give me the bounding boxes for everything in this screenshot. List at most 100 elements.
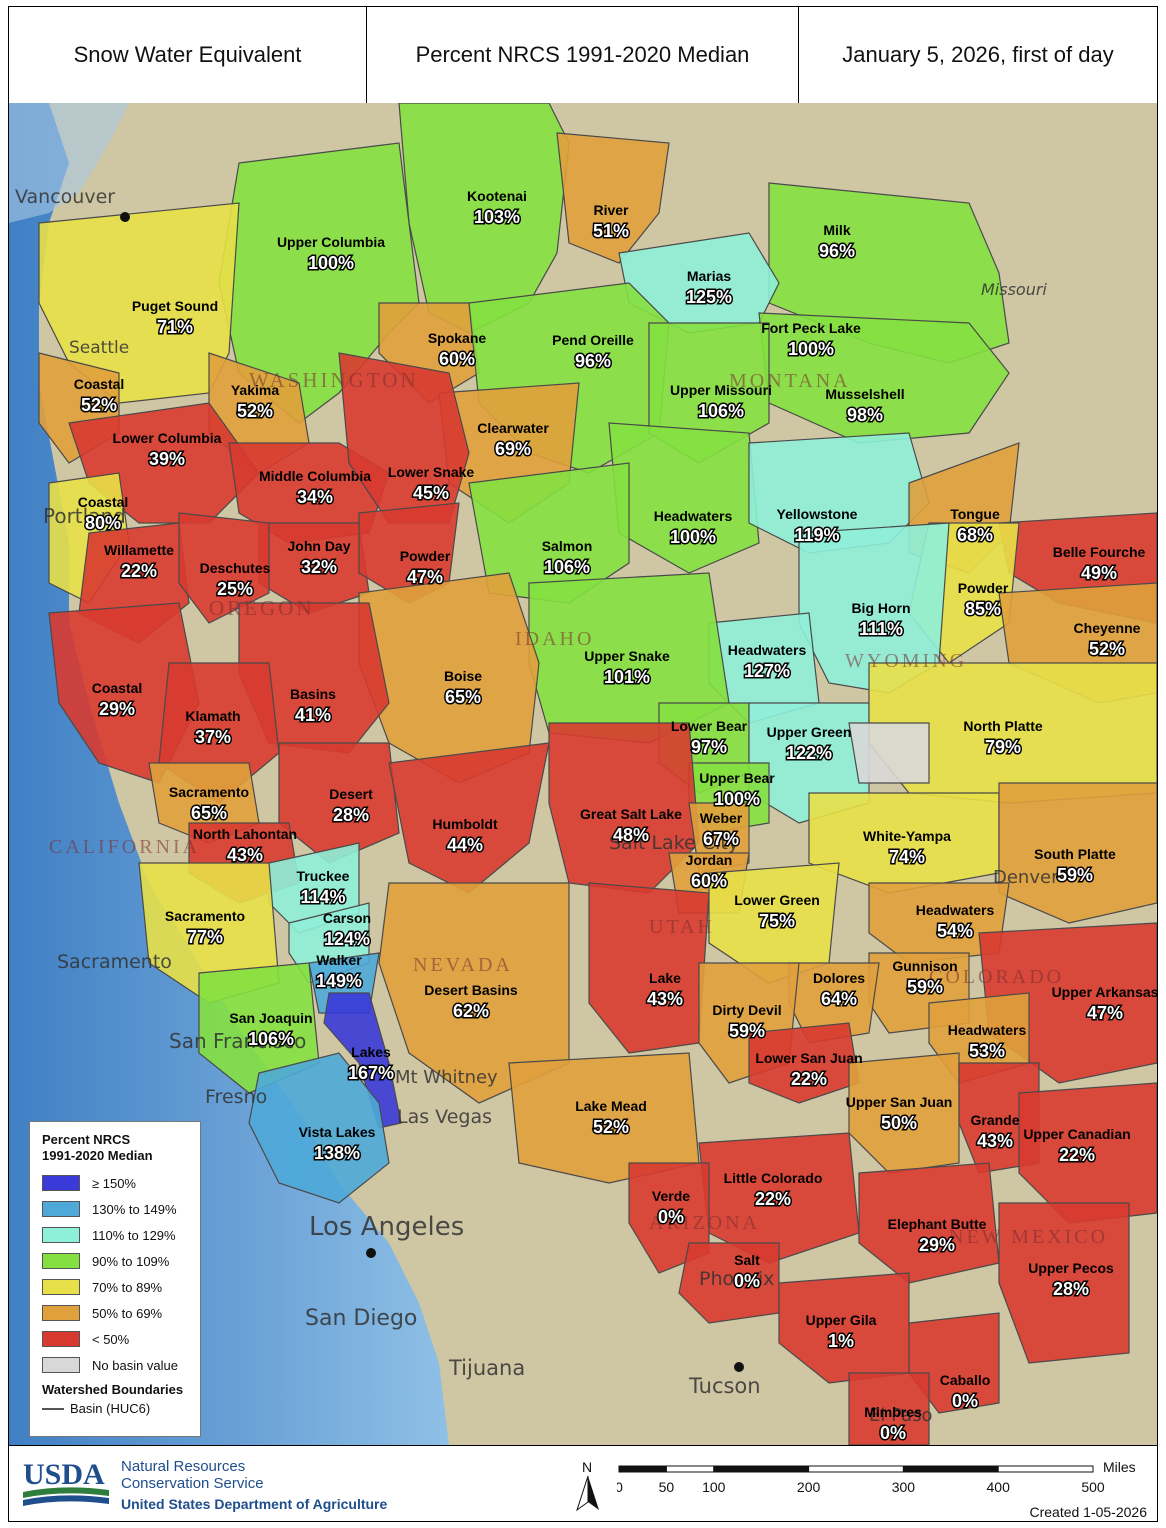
basin-label: Headwaters 127% (728, 642, 807, 683)
basin-name: Yellowstone (777, 506, 858, 522)
basin-percent: 127% (744, 661, 790, 681)
basin-label: Yellowstone 119% (777, 506, 858, 547)
basin-name: Truckee (297, 868, 350, 884)
basin-region[interactable] (323, 992, 402, 1129)
basin-percent: 64% (821, 989, 857, 1009)
basin-percent: 100% (308, 253, 354, 273)
basin-region[interactable] (908, 1312, 1000, 1414)
basin-region[interactable] (748, 1022, 860, 1104)
basin-percent: 167% (348, 1063, 394, 1083)
legend-swatch (42, 1227, 80, 1243)
basin-percent: 0% (880, 1423, 906, 1443)
basin-region[interactable] (858, 1162, 1000, 1284)
basin-percent: 149% (316, 971, 362, 991)
basin-name: Coastal (74, 376, 125, 392)
basin-label: South Platte 59% (1034, 846, 1116, 887)
basin-label: Basins 41% (290, 686, 336, 727)
basin-name: Sacramento (165, 908, 245, 924)
basin-label: Spokane 60% (428, 330, 487, 371)
basin-percent: 114% (300, 887, 345, 907)
basin-label: Willamette 22% (104, 542, 174, 583)
basin-name: Lake (649, 970, 681, 986)
basin-name: Upper Columbia (277, 234, 385, 250)
basin-label: Deschutes 25% (200, 560, 271, 601)
map-frame: Snow Water Equivalent Percent NRCS 1991-… (8, 6, 1158, 1522)
basin-region[interactable] (998, 1202, 1130, 1364)
basin-region[interactable] (278, 742, 400, 864)
scale-tick-label: 200 (797, 1479, 821, 1495)
basin-percent: 59% (907, 977, 943, 997)
state-new-mexico: NEW MEXICO (949, 1226, 1108, 1248)
basin-percent: 125% (686, 287, 732, 307)
basin-region[interactable] (588, 882, 710, 1054)
state-washington: WASHINGTON (249, 368, 419, 392)
place-san-diego: San Diego (305, 1306, 417, 1331)
map-area[interactable]: Vancouver Seattle Portland Sacramento Sa… (9, 103, 1157, 1445)
basin-region[interactable] (998, 782, 1157, 924)
legend-item: 90% to 109% (42, 1248, 188, 1274)
basin-region[interactable] (556, 132, 670, 264)
basin-name: Dirty Devil (712, 1002, 781, 1018)
map-metric: Percent NRCS 1991-2020 Median (367, 7, 799, 103)
basin-label: Lower Green 75% (734, 892, 820, 933)
basin-label: Elephant Butte 29% (888, 1216, 987, 1257)
agency-line1: Natural Resources (121, 1458, 246, 1475)
map-title: Snow Water Equivalent (9, 7, 367, 103)
legend-label: 50% to 69% (92, 1305, 163, 1321)
usda-logo-field-icon (23, 1495, 109, 1506)
basin-name: Carson (323, 910, 371, 926)
legend-boundary-label: Basin (HUC6) (70, 1401, 151, 1416)
basin-percent: 119% (794, 525, 839, 545)
basin-name: North Platte (963, 718, 1043, 734)
basin-name: Coastal (92, 680, 143, 696)
basin-percent: 29% (919, 1235, 955, 1255)
scale-segment (997, 1465, 1094, 1473)
basin-label: Belle Fourche 49% (1053, 544, 1146, 585)
basin-name: Gunnison (892, 958, 957, 974)
place-salt-lake-city: Salt Lake City (609, 832, 739, 854)
basin-region[interactable] (378, 882, 570, 1104)
legend-swatch (42, 1201, 80, 1217)
basin-name: Big Horn (851, 600, 910, 616)
place-tucson: Tucson (688, 1374, 761, 1398)
basin-percent: 74% (889, 847, 925, 867)
place-san-francisco: San Francisco (169, 1029, 306, 1053)
basin-map[interactable]: Vancouver Seattle Portland Sacramento Sa… (9, 103, 1157, 1445)
basin-region[interactable] (248, 1052, 390, 1204)
basin-name: Powder (958, 580, 1009, 596)
legend-swatch (42, 1357, 80, 1373)
basin-percent: 98% (847, 405, 883, 425)
basin-percent: 22% (121, 561, 157, 581)
basin-label: Upper Pecos 28% (1028, 1260, 1114, 1301)
basin-percent: 43% (977, 1131, 1013, 1151)
basin-name: Upper Gila (806, 1312, 877, 1328)
basin-name: Dolores (813, 970, 865, 986)
basin-label: Middle Columbia 34% (259, 468, 371, 509)
basin-name: Verde (652, 1188, 690, 1204)
place-labels: Vancouver Seattle Portland Sacramento Sa… (15, 186, 1059, 1426)
north-arrow-icon: N (576, 1459, 599, 1512)
basin-label: Milk 96% (817, 222, 856, 263)
basin-region[interactable] (388, 742, 550, 894)
basin-region[interactable] (848, 722, 930, 784)
basin-region[interactable] (848, 1372, 930, 1445)
basin-percent: 80% (85, 513, 121, 533)
place-las-vegas: Las Vegas (397, 1106, 492, 1128)
basin-percent: 96% (819, 241, 855, 261)
city-dot (366, 1248, 376, 1258)
legend-item: 70% to 89% (42, 1274, 188, 1300)
basin-name: Musselshell (825, 386, 904, 402)
scale-segment (713, 1465, 810, 1473)
basin-label: Upper San Juan 50% (846, 1094, 953, 1135)
basin-name: Upper Pecos (1028, 1260, 1114, 1276)
basin-name: South Platte (1034, 846, 1116, 862)
basin-region[interactable] (38, 202, 240, 404)
basin-label: Humboldt 44% (432, 816, 498, 857)
basin-label: Fort Peck Lake 100% (761, 320, 861, 361)
basin-label: Jordan 60% (686, 852, 733, 893)
pacific-ocean (9, 103, 449, 1445)
basin-region[interactable] (678, 1242, 780, 1324)
map-date: January 5, 2026, first of day (842, 42, 1114, 67)
basin-label: Yakima 52% (231, 382, 279, 423)
scale-tick-label: 50 (659, 1479, 675, 1495)
